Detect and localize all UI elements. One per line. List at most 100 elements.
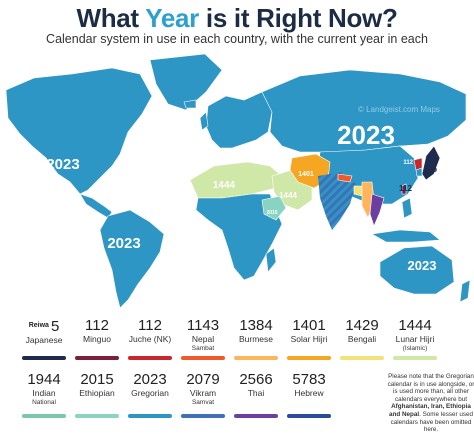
- australia-region: [379, 245, 455, 295]
- legend-year: Reiwa 5: [18, 318, 70, 335]
- ethiopia-region: [261, 195, 287, 221]
- legend-color-bar: [75, 356, 119, 360]
- legend: Reiwa 5 Japanese 112 Minguo 112 Juche (NK) 1143…: [18, 317, 474, 433]
- legend-label-text: Solar Hijri: [290, 334, 328, 344]
- world-map: © Landgeist.com Maps 2023 2023 2023 2023…: [0, 48, 474, 310]
- africa-region: [195, 193, 283, 281]
- legend-item-vikram-samvat: 2079 Vikram Samvat: [177, 371, 229, 418]
- legend-year-value: 1944: [27, 371, 61, 388]
- legend-color-bar: [287, 356, 331, 360]
- legend-color-bar: [393, 356, 437, 360]
- legend-item-ethiopian: 2015 Ethiopian: [71, 372, 123, 418]
- north-america-region: [5, 67, 153, 195]
- central-america-region: [79, 193, 113, 219]
- legend-color-bar: [128, 414, 172, 418]
- legend-year-value: 5783: [292, 371, 326, 388]
- legend-year: 1444: [389, 318, 441, 334]
- legend-item-solar-hijri: 1401 Solar Hijri: [283, 318, 335, 360]
- legend-label: Gregorian: [124, 388, 176, 399]
- legend-year: 2023: [124, 372, 176, 388]
- legend-year-value: 1444: [398, 317, 432, 334]
- legend-label: Lunar Hijri (Islamic): [389, 334, 441, 352]
- legend-year-value: 1401: [292, 317, 326, 334]
- legend-year: 2566: [230, 372, 282, 388]
- legend-item-nepal-sambat: 1143 Nepal Sambat: [177, 317, 229, 360]
- legend-label-text: Vikram: [189, 388, 217, 398]
- map-watermark: © Landgeist.com Maps: [358, 105, 440, 114]
- legend-note-bold: Afghanistan, Iran, Ethiopia and Nepal: [389, 403, 471, 418]
- legend-label-text: Indian: [32, 388, 56, 398]
- legend-year: 5783: [283, 372, 335, 388]
- legend-label: Hebrew: [283, 388, 335, 399]
- legend-year-prefix: Reiwa: [28, 322, 49, 329]
- legend-item-japanese: Reiwa 5 Japanese: [18, 318, 70, 360]
- south-korea-region: [415, 167, 423, 177]
- legend-year-value: 5: [50, 318, 60, 335]
- legend-label: Indian National: [18, 388, 70, 406]
- page-title: What Year is it Right Now?: [0, 3, 474, 34]
- legend-label-text: Nepal: [191, 334, 215, 344]
- legend-year: 2015: [71, 372, 123, 388]
- nepal-region: [337, 173, 353, 183]
- indonesia-region: [371, 229, 441, 243]
- taiwan-region: [401, 183, 407, 195]
- legend-label-sub: Sambat: [191, 344, 215, 352]
- new-zealand-region: [459, 279, 471, 303]
- legend-label-text: Japanese: [25, 335, 63, 345]
- legend-year-value: 2079: [186, 371, 220, 388]
- legend-year-value: 1143: [186, 317, 220, 334]
- label-north-korea: 112: [403, 160, 413, 166]
- legend-year-value: 1384: [239, 317, 273, 334]
- legend-label-text: Gregorian: [131, 388, 169, 398]
- north-africa-region: [189, 161, 283, 199]
- legend-label-sub: National: [32, 398, 56, 406]
- legend-label: Vikram Samvat: [177, 388, 229, 405]
- world-map-svg: © Landgeist.com Maps 2023 2023 2023 2023…: [5, 53, 471, 309]
- uk-region: [199, 111, 209, 131]
- legend-year: 112: [71, 318, 123, 334]
- label-ethiopia: 2015: [266, 210, 277, 216]
- legend-label: Bengali: [336, 334, 388, 345]
- legend-item-lunar-hijri: 1444 Lunar Hijri (Islamic): [389, 318, 441, 360]
- label-australia: 2023: [408, 258, 437, 273]
- label-japan: 5: [432, 164, 437, 174]
- legend-label: Juche (NK): [124, 334, 176, 345]
- legend-year: 1384: [230, 318, 282, 334]
- legend-color-bar: [234, 356, 278, 360]
- legend-color-bar: [340, 356, 384, 360]
- legend-item-gregorian: 2023 Gregorian: [124, 372, 176, 418]
- legend-year: 1401: [283, 318, 335, 334]
- iceland-region: [183, 99, 197, 109]
- legend-item-burmese: 1384 Burmese: [230, 318, 282, 360]
- legend-label-sub: (Islamic): [402, 344, 428, 352]
- legend-label-text: Thai: [247, 388, 265, 398]
- legend-note: Please note that the Gregorian calendar …: [386, 373, 474, 434]
- legend-color-bar: [22, 414, 66, 418]
- thailand-region: [369, 193, 385, 227]
- label-north-america: 2023: [46, 156, 79, 173]
- legend-color-bar: [234, 414, 278, 418]
- legend-label-text: Hebrew: [294, 388, 324, 398]
- legend-label: Thai: [230, 388, 282, 399]
- legend-year-value: 2015: [80, 371, 114, 388]
- legend-item-indian-national: 1944 Indian National: [18, 372, 70, 418]
- label-iran: 1401: [298, 171, 314, 178]
- legend-color-bar: [128, 356, 172, 360]
- russia-region: [261, 69, 467, 153]
- label-north-africa: 1444: [213, 180, 236, 191]
- japan-region: [421, 145, 441, 181]
- legend-year: 1944: [18, 372, 70, 388]
- philippines-region: [401, 197, 413, 219]
- legend-label-text: Minguo: [83, 334, 111, 344]
- legend-year-value: 112: [138, 317, 162, 334]
- legend-year: 1429: [336, 318, 388, 334]
- europe-region: [205, 91, 277, 149]
- legend-year-value: 112: [85, 317, 109, 334]
- legend-label-text: Burmese: [238, 334, 273, 344]
- south-america-region: [99, 209, 165, 309]
- legend-color-bar: [181, 414, 225, 418]
- legend-label-text: Ethiopian: [79, 388, 115, 398]
- legend-label: Burmese: [230, 334, 282, 345]
- label-russia: 2023: [337, 120, 395, 150]
- bangladesh-region: [353, 185, 363, 197]
